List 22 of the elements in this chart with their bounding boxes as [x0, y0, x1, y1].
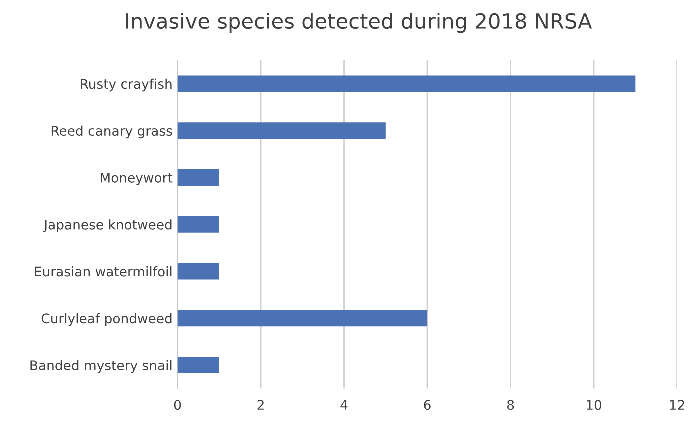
- bar: [178, 76, 636, 92]
- y-tick-label: Moneywort: [100, 173, 173, 186]
- y-tick-label: Eurasian watermilfoil: [35, 266, 172, 277]
- x-tick-label: 4: [340, 400, 348, 410]
- y-tick-label: Rusty crayfish: [81, 78, 172, 92]
- x-tick-label: 8: [507, 400, 514, 410]
- x-tick-label: 0: [174, 400, 182, 410]
- y-tick-label: Curlyleaf pondweed: [42, 313, 172, 326]
- y-tick-label: Reed canary grass: [52, 126, 172, 139]
- x-tick-label: 2: [258, 400, 264, 410]
- bar: [178, 263, 220, 280]
- bar: [178, 170, 220, 186]
- x-tick-label: 6: [424, 400, 431, 410]
- y-tick-label: Japanese knotweed: [43, 220, 172, 232]
- y-tick-label: Banded mystery snail: [30, 360, 172, 374]
- bar: [178, 216, 220, 233]
- chart-title: Invasive species detected during 2018 NRSA: [126, 12, 592, 34]
- bar: [178, 310, 428, 327]
- bar: [178, 357, 220, 374]
- x-tick-label: 12: [670, 400, 684, 410]
- bar: [178, 122, 386, 140]
- x-tick-label: 10: [587, 400, 602, 410]
